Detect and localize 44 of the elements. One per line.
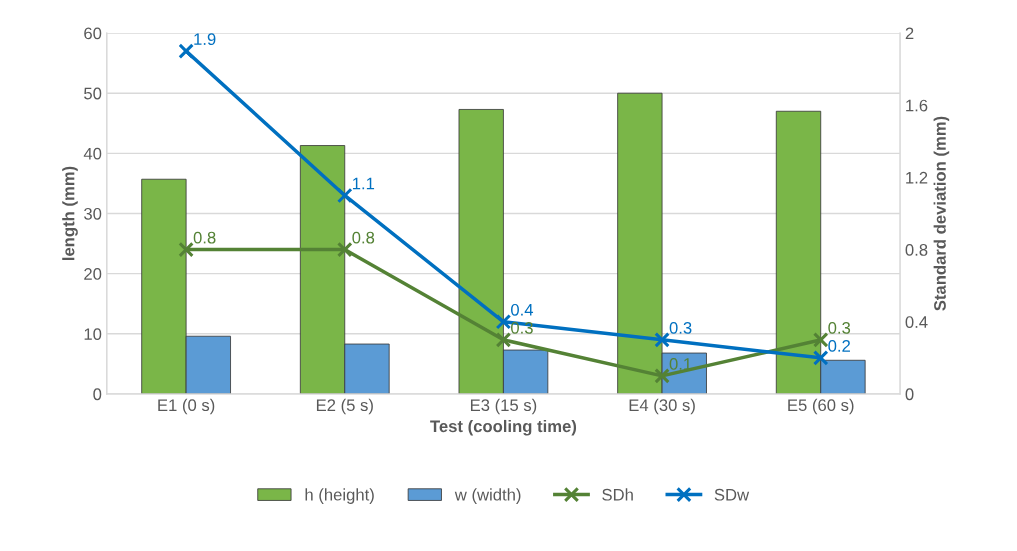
- y-tick-label: 10: [84, 328, 102, 341]
- legend-label: h (height): [305, 488, 374, 504]
- x-tick-label: E3 (15 s): [470, 398, 537, 415]
- y2-tick-label: 1.2: [906, 171, 928, 184]
- y-tick-label: 30: [84, 207, 102, 220]
- legend-label: SDw: [714, 488, 750, 501]
- data-label: 0.3: [669, 321, 692, 334]
- y2-tick-label: 1.6: [906, 99, 928, 112]
- data-label: 0.8: [193, 231, 216, 244]
- y2-tick-label: 0: [905, 388, 914, 401]
- data-label: 0.3: [511, 321, 533, 334]
- point: [495, 332, 512, 348]
- point: [178, 241, 194, 258]
- point: [812, 332, 829, 348]
- y2-tick-label: 2: [905, 27, 914, 40]
- y-tick-label: 20: [84, 268, 102, 280]
- point: [336, 241, 353, 258]
- x-tick-label: E2 (5 s): [316, 398, 373, 415]
- data-label: 0.2: [828, 340, 850, 352]
- point: [178, 43, 194, 59]
- point: [336, 187, 353, 204]
- y2-axis-title: Standard deviation (mm): [933, 116, 950, 311]
- y-tick-label: 60: [84, 27, 102, 40]
- point: [495, 314, 512, 330]
- data-label: 1.1: [352, 177, 375, 190]
- y-tick-label: 40: [83, 147, 102, 160]
- data-label: 1.9: [194, 33, 216, 46]
- x-tick-label: E4 (30 s): [629, 398, 695, 415]
- legend-label: SDh: [602, 488, 633, 501]
- y2-tick-label: 0.8: [905, 244, 928, 256]
- point: [654, 368, 670, 384]
- x-tick-label: E1 (0 s): [158, 398, 215, 415]
- point: [654, 332, 670, 348]
- legend-label: w (width): [454, 488, 521, 504]
- data-label: 0.3: [828, 321, 851, 334]
- x-axis-title: Test (cooling time): [430, 419, 577, 436]
- y-axis-title: length (mm): [62, 166, 78, 261]
- y-tick-label: 50: [84, 87, 102, 100]
- y-tick-label: 0: [93, 388, 102, 401]
- point: [812, 350, 829, 366]
- data-label: 0.4: [511, 303, 534, 316]
- x-tick-label: E5 (60 s): [788, 398, 854, 415]
- data-label: 0.8: [352, 231, 375, 244]
- y2-tick-label: 0.4: [905, 316, 928, 328]
